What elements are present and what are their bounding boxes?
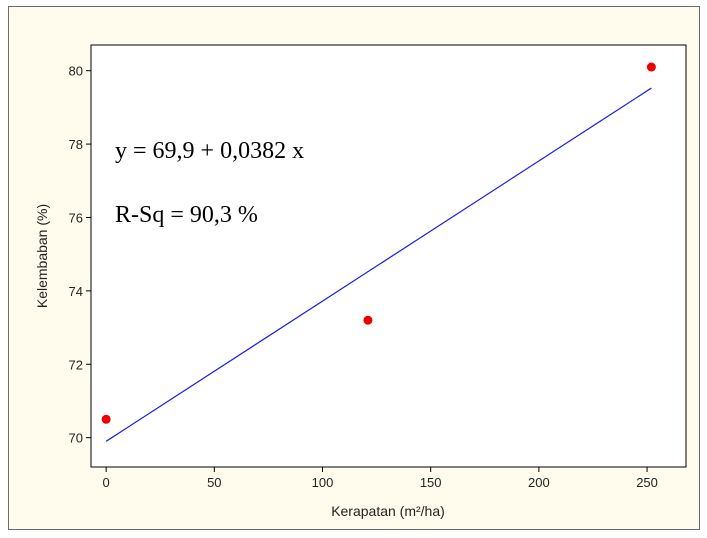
x-tick-label: 200 [528, 475, 550, 490]
x-axis-ticks: 0 50 100 150 200 250 [103, 467, 658, 490]
y-tick-label: 80 [69, 64, 83, 79]
y-axis-ticks: 70 72 74 76 78 80 [69, 64, 91, 446]
r-squared-annotation: R-Sq = 90,3 % [115, 202, 258, 228]
data-point [102, 415, 111, 424]
x-tick-label: 150 [420, 475, 442, 490]
y-axis-title: Kelembaban (%) [34, 204, 50, 308]
x-tick-label: 50 [207, 475, 221, 490]
y-tick-label: 76 [69, 210, 83, 225]
y-tick-label: 78 [69, 137, 83, 152]
y-tick-label: 72 [69, 357, 83, 372]
x-tick-label: 100 [312, 475, 334, 490]
y-tick-label: 74 [69, 284, 83, 299]
data-point [647, 63, 656, 72]
x-tick-label: 0 [103, 475, 110, 490]
y-tick-label: 70 [69, 431, 83, 446]
equation-annotation: y = 69,9 + 0,0382 x [115, 138, 304, 164]
x-axis-title: Kerapatan (m²/ha) [331, 503, 445, 519]
x-tick-label: 250 [636, 475, 658, 490]
data-point [363, 316, 372, 325]
plot-area [91, 45, 686, 467]
